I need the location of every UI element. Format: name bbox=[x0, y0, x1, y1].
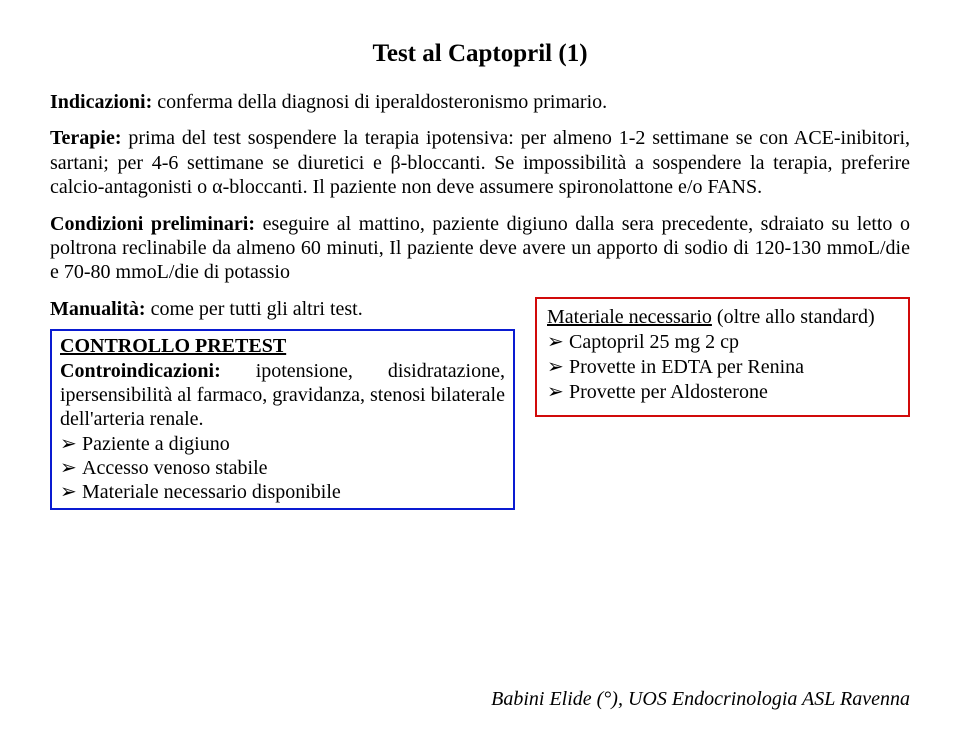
materiale-bullet: ➢ Captopril 25 mg 2 cp bbox=[547, 330, 898, 355]
condizioni-label: Condizioni preliminari: bbox=[50, 213, 255, 235]
manualita-paragraph: Manualità: come per tutti gli altri test… bbox=[50, 297, 515, 321]
indicazioni-paragraph: Indicazioni: conferma della diagnosi di … bbox=[50, 90, 910, 114]
materiale-bullet-text: Captopril 25 mg 2 cp bbox=[569, 330, 739, 355]
controllo-bullet: ➢ Accesso venoso stabile bbox=[60, 456, 505, 480]
materiale-heading: Materiale necessario (oltre allo standar… bbox=[547, 305, 898, 330]
condizioni-paragraph: Condizioni preliminari: eseguire al matt… bbox=[50, 212, 910, 285]
chevron-right-icon: ➢ bbox=[60, 456, 82, 480]
footer-credit: Babini Elide (°), UOS Endocrinologia ASL… bbox=[491, 688, 910, 711]
controllo-bullet: ➢ Materiale necessario disponibile bbox=[60, 480, 505, 504]
materiale-bullet-text: Provette in EDTA per Renina bbox=[569, 355, 804, 380]
manualita-text: come per tutti gli altri test. bbox=[146, 298, 363, 320]
terapie-paragraph: Terapie: prima del test sospendere la te… bbox=[50, 126, 910, 199]
page-title: Test al Captopril (1) bbox=[50, 40, 910, 68]
chevron-right-icon: ➢ bbox=[547, 380, 569, 405]
controllo-pretest-title: CONTROLLO PRETEST bbox=[60, 334, 505, 358]
two-column-region: Manualità: come per tutti gli altri test… bbox=[50, 297, 910, 510]
chevron-right-icon: ➢ bbox=[547, 330, 569, 355]
chevron-right-icon: ➢ bbox=[547, 355, 569, 380]
controindicazioni-line: Controindicazioni: ipotensione, disidrat… bbox=[60, 359, 505, 432]
indicazioni-text: conferma della diagnosi di iperaldostero… bbox=[152, 91, 607, 113]
chevron-right-icon: ➢ bbox=[60, 432, 82, 456]
materiale-suffix: (oltre allo standard) bbox=[712, 306, 875, 328]
materiale-bullet: ➢ Provette in EDTA per Renina bbox=[547, 355, 898, 380]
materiale-title: Materiale necessario bbox=[547, 306, 712, 328]
materiale-box: Materiale necessario (oltre allo standar… bbox=[535, 297, 910, 417]
indicazioni-label: Indicazioni: bbox=[50, 91, 152, 113]
controllo-bullet-text: Materiale necessario disponibile bbox=[82, 480, 341, 504]
controllo-bullet: ➢ Paziente a digiuno bbox=[60, 432, 505, 456]
chevron-right-icon: ➢ bbox=[60, 480, 82, 504]
right-column: Materiale necessario (oltre allo standar… bbox=[535, 297, 910, 510]
materiale-bullet-text: Provette per Aldosterone bbox=[569, 380, 768, 405]
terapie-text: prima del test sospendere la terapia ipo… bbox=[50, 127, 910, 198]
controllo-bullet-text: Paziente a digiuno bbox=[82, 432, 230, 456]
controllo-bullet-text: Accesso venoso stabile bbox=[82, 456, 268, 480]
controllo-pretest-box: CONTROLLO PRETEST Controindicazioni: ipo… bbox=[50, 329, 515, 510]
controindicazioni-label: Controindicazioni: bbox=[60, 360, 221, 382]
materiale-bullet: ➢ Provette per Aldosterone bbox=[547, 380, 898, 405]
terapie-label: Terapie: bbox=[50, 127, 121, 149]
left-column: Manualità: come per tutti gli altri test… bbox=[50, 297, 515, 510]
manualita-label: Manualità: bbox=[50, 298, 146, 320]
